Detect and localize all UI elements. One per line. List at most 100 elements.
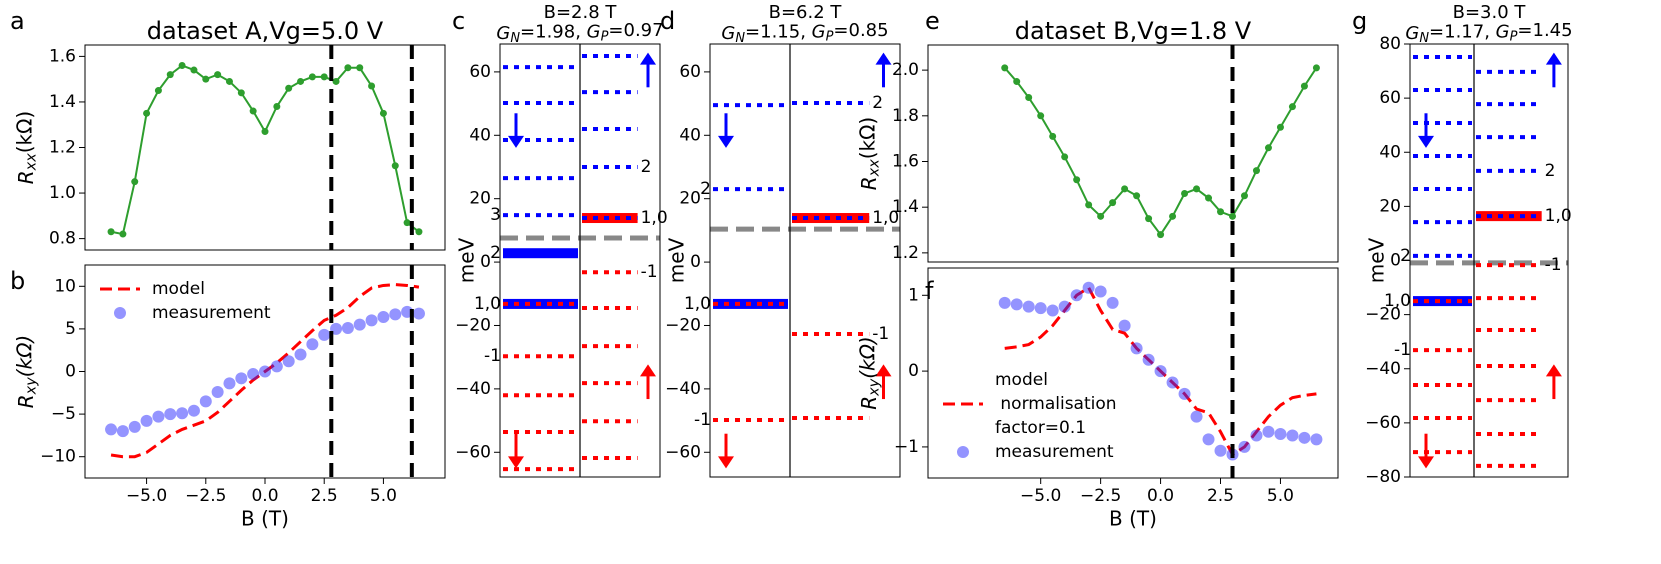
y-tick-label: −60 [455, 442, 491, 462]
y-tick-label: 2.0 [892, 60, 919, 80]
y-tick-label: 0 [908, 361, 919, 381]
data-point [1073, 176, 1081, 184]
spin-arrow-head [1545, 364, 1562, 377]
data-point [1154, 365, 1167, 378]
data-point [1094, 285, 1107, 298]
plot-frame [927, 267, 1339, 479]
data-point [1085, 201, 1093, 209]
level-label: 3 [490, 205, 501, 225]
panel-letter: f [925, 277, 934, 305]
y-tick-label: 0 [480, 252, 491, 272]
level-band [792, 213, 870, 224]
data-point [1157, 231, 1165, 239]
legend-swatch [957, 446, 969, 458]
text-part: R [857, 396, 881, 410]
y-tick-label: 0 [65, 362, 76, 382]
y-tick-label: 1.2 [49, 138, 76, 158]
y-tick-label: −5 [51, 404, 76, 424]
y-tick-label: 1.4 [892, 197, 919, 217]
data-point [1205, 194, 1213, 202]
level-label: -1 [1394, 340, 1411, 360]
data-point [1217, 208, 1225, 216]
legend-label: normalisation [995, 394, 1117, 414]
data-point [1298, 431, 1311, 444]
spin-arrow-head [508, 456, 524, 469]
data-point [1214, 444, 1227, 457]
y-tick-label: 10 [54, 276, 76, 296]
data-point [308, 73, 316, 81]
text-part: =1.98, [520, 21, 587, 42]
data-point [116, 425, 129, 438]
panel-letter: d [660, 7, 675, 35]
data-point [105, 423, 118, 436]
data-point [1238, 440, 1251, 453]
spin-arrow-head [875, 364, 892, 377]
spin-arrow-head [508, 135, 524, 148]
data-point [214, 71, 222, 79]
y-tick-label: −20 [455, 315, 491, 335]
level-band [582, 213, 638, 224]
y-tick-label: −10 [40, 447, 76, 467]
data-point [1142, 353, 1155, 366]
spin-arrow-head [875, 52, 892, 65]
level-label: 2 [872, 93, 883, 113]
data-point [1312, 64, 1320, 72]
data-point [178, 62, 186, 69]
y-tick-label: −20 [665, 315, 701, 335]
y-tick-label: 1.6 [49, 46, 76, 66]
text-part: G [496, 23, 510, 44]
legend-label: model [995, 370, 1048, 390]
y-axis-label: Rxx(kΩ) [855, 117, 883, 190]
data-point [1300, 82, 1308, 90]
text-part: (kΩ) [12, 111, 36, 153]
y-tick-label: 0 [1390, 251, 1401, 271]
text-part: N [735, 30, 745, 45]
level-label: -1 [872, 324, 889, 344]
text-part: N [510, 30, 520, 45]
level-label: 1,0 [641, 208, 668, 228]
spin-arrow-head [1418, 135, 1434, 148]
data-point [412, 307, 425, 320]
data-point [1202, 433, 1215, 446]
legend-label: factor=0.1 [995, 418, 1086, 438]
data-point [176, 407, 189, 420]
text-part: G [1496, 21, 1510, 42]
data-point [187, 404, 200, 417]
panel-letter: g [1352, 7, 1367, 35]
text-part: P [601, 29, 609, 44]
spin-arrow-head [1545, 52, 1562, 65]
data-point [225, 77, 233, 85]
y-tick-label: 60 [1379, 88, 1401, 108]
y-tick-label: −20 [1365, 305, 1401, 325]
y-tick-label: 1 [908, 285, 919, 305]
y-tick-label: 5 [65, 319, 76, 339]
data-point [154, 87, 162, 95]
text-part: R [14, 170, 38, 184]
plot-frame [84, 264, 446, 479]
data-point [389, 308, 402, 321]
data-point [1061, 153, 1069, 161]
y-tick-label: −40 [455, 379, 491, 399]
level-band [1413, 296, 1472, 307]
data-point [166, 71, 174, 79]
y-tick-label: 20 [1379, 196, 1401, 216]
panel-letter: c [452, 7, 465, 35]
level-label: 2 [641, 157, 652, 177]
y-tick-label: 40 [469, 125, 491, 145]
chart-title: dataset B,Vg=1.8 V [1015, 17, 1252, 45]
data-point [1049, 132, 1057, 140]
data-point [379, 109, 387, 117]
legend-swatch [114, 307, 126, 319]
text-part: N [1419, 30, 1429, 45]
y-axis-label: meV [1365, 237, 1389, 283]
spin-arrow-head [718, 135, 734, 148]
level-label: -1 [641, 262, 658, 282]
x-axis-label: B (T) [1109, 507, 1157, 531]
plot-frame [499, 43, 661, 478]
data-point [1037, 112, 1045, 120]
y-tick-label: 20 [469, 189, 491, 209]
data-point [235, 372, 248, 385]
chart-subtitle: GN=1.15, GP=0.85 [721, 20, 888, 45]
y-axis-label: Rxy(kΩ) [12, 335, 40, 408]
